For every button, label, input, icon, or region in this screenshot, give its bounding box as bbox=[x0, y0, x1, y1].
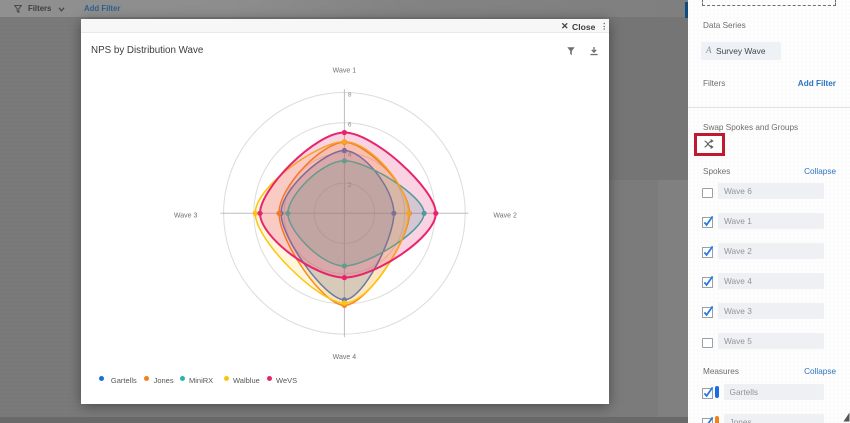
svg-text:8: 8 bbox=[348, 91, 352, 98]
svg-text:Wave 1: Wave 1 bbox=[333, 68, 357, 75]
svg-text:2: 2 bbox=[348, 182, 352, 189]
svg-text:4: 4 bbox=[348, 152, 352, 159]
svg-text:6: 6 bbox=[348, 122, 352, 129]
svg-text:Wave 4: Wave 4 bbox=[333, 354, 357, 361]
svg-text:Wave 3: Wave 3 bbox=[174, 212, 198, 219]
svg-text:Wave 2: Wave 2 bbox=[493, 212, 517, 219]
